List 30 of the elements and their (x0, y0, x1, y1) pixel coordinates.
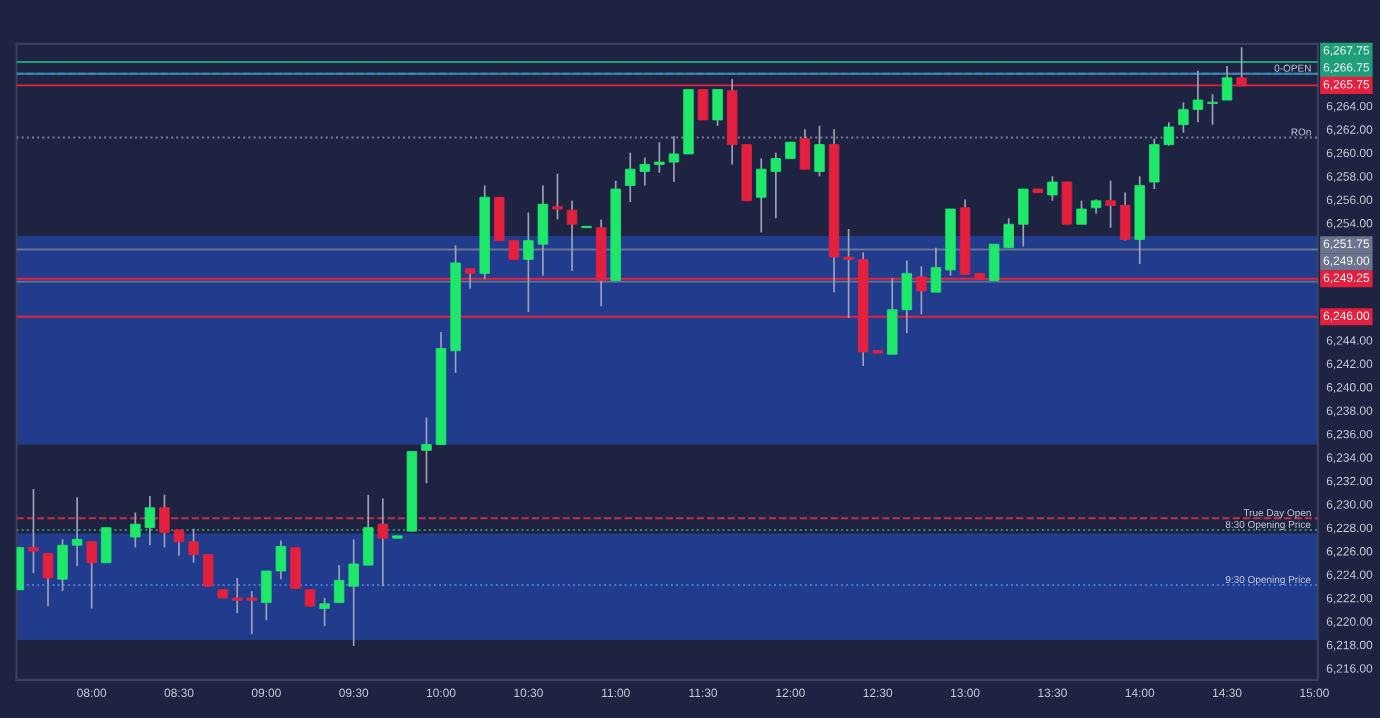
candlestick (290, 546, 301, 590)
candlestick (188, 527, 199, 564)
candlestick (1105, 180, 1116, 229)
candlestick (1061, 181, 1073, 226)
candlestick (1047, 175, 1058, 202)
candlestick (319, 597, 330, 627)
candlestick (712, 88, 723, 127)
candlestick (1018, 188, 1029, 248)
candlestick (566, 199, 578, 272)
candlestick (377, 497, 389, 588)
candlestick (1076, 199, 1087, 226)
candlestick (28, 488, 39, 575)
candlestick (552, 173, 563, 221)
candlestick (173, 529, 185, 557)
candlestick (930, 246, 942, 294)
candlestick (1207, 93, 1218, 126)
candlestick (1221, 65, 1233, 101)
candlestick (86, 540, 97, 610)
candlestick (421, 416, 432, 484)
candlestick (814, 124, 825, 178)
candlestick (57, 538, 68, 592)
candlestick (71, 496, 83, 568)
candlestick (202, 553, 214, 588)
candlestick (101, 526, 112, 564)
candlestick (42, 552, 54, 607)
candlestick (799, 128, 811, 170)
candlestick (159, 494, 170, 549)
candlestick (1119, 191, 1131, 242)
candlestick (363, 494, 374, 566)
candlestick (16, 546, 25, 591)
